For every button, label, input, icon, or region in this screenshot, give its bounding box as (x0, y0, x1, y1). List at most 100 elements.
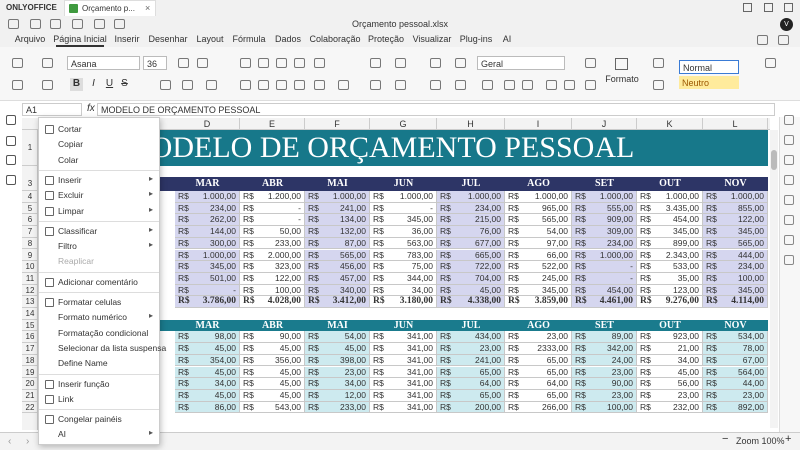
menu-item[interactable]: Filtro ▸ (39, 239, 159, 254)
cell[interactable]: R$ 345,00 (505, 284, 572, 297)
menu-item[interactable]: AI ▸ (39, 427, 159, 442)
toolbar-icon[interactable] (585, 80, 596, 90)
cell[interactable]: R$ 309,00 (572, 226, 637, 238)
cell[interactable]: R$ 234,00 (175, 202, 240, 215)
column-header[interactable]: J (572, 118, 637, 130)
menu-item[interactable]: Copiar (39, 137, 159, 152)
menu-tab[interactable]: Dados (274, 34, 301, 44)
toolbar-icon[interactable] (12, 58, 23, 68)
cell[interactable]: R$ 76,00 (437, 226, 505, 238)
row-header[interactable]: 8 (22, 238, 38, 250)
toolbar-icon[interactable] (757, 35, 768, 45)
scroll-thumb[interactable] (771, 150, 777, 170)
cell[interactable]: R$ 3.435,00 (637, 202, 703, 215)
cell[interactable]: R$ 34,00 (637, 354, 703, 367)
cell[interactable]: R$ 454,00 (572, 284, 637, 297)
font-size[interactable]: 36 (143, 56, 167, 70)
cell[interactable]: R$ 565,00 (505, 214, 572, 227)
column-header[interactable]: H (437, 118, 505, 130)
toolbar-icon[interactable] (370, 58, 381, 68)
cell[interactable]: R$ 341,00 (370, 378, 437, 390)
menu-item[interactable]: Excluir ▸ (39, 188, 159, 203)
cell[interactable]: R$ 341,00 (370, 354, 437, 367)
cell[interactable]: R$ 1.000,00 (305, 191, 370, 203)
cell[interactable]: R$ - (572, 261, 637, 273)
cell[interactable]: R$ 454,00 (637, 214, 703, 227)
cell[interactable]: R$ 533,00 (637, 261, 703, 273)
toolbar-icon[interactable] (94, 19, 105, 29)
row-header[interactable]: 11 (22, 273, 38, 285)
cell[interactable]: R$ 1.000,00 (703, 191, 768, 203)
toolbar-icon[interactable] (72, 19, 83, 29)
cell[interactable]: R$ 200,00 (437, 401, 505, 414)
cell[interactable]: R$ 3.180,00 (370, 296, 437, 308)
cell[interactable]: R$ 1.000,00 (437, 191, 505, 203)
window-control[interactable] (784, 3, 793, 12)
cell[interactable]: R$ 3.412,00 (305, 296, 370, 308)
row-header[interactable]: 20 (22, 378, 38, 390)
cell[interactable]: R$ - (175, 284, 240, 297)
cell[interactable]: R$ 23,00 (637, 389, 703, 402)
cell[interactable]: R$ 50,00 (240, 226, 305, 238)
cell[interactable]: R$ 555,00 (572, 202, 637, 215)
cell[interactable]: R$ 344,00 (370, 272, 437, 285)
toolbar-icon[interactable] (564, 80, 575, 90)
cell[interactable]: R$ 899,00 (637, 237, 703, 250)
cell[interactable]: R$ 232,00 (637, 401, 703, 414)
style-normal[interactable]: Normal (679, 60, 739, 74)
cell[interactable]: R$ 341,00 (370, 401, 437, 414)
toolbar-icon[interactable] (778, 35, 789, 45)
cell[interactable]: R$ 45,00 (437, 284, 505, 297)
cell[interactable]: R$ 45,00 (637, 366, 703, 379)
toolbar-icon[interactable] (276, 58, 287, 68)
sidebar-icon[interactable] (784, 215, 794, 225)
cell[interactable]: R$ 132,00 (305, 226, 370, 238)
toolbar-icon[interactable] (206, 80, 217, 90)
menu-item[interactable]: Colar (39, 153, 159, 168)
cell[interactable]: R$ 45,00 (240, 343, 305, 355)
toolbar-icon[interactable] (276, 80, 287, 90)
cell[interactable]: R$ 45,00 (175, 389, 240, 402)
row-header[interactable]: 1 (22, 130, 38, 166)
row-header[interactable]: 18 (22, 355, 38, 367)
toolbar-icon[interactable] (430, 80, 441, 90)
cell[interactable]: R$ 234,00 (572, 237, 637, 250)
toolbar-icon[interactable] (160, 80, 171, 90)
cell[interactable]: R$ 341,00 (370, 366, 437, 379)
cell[interactable]: R$ 100,00 (703, 272, 768, 285)
menu-item[interactable]: Classificar ▸ (39, 224, 159, 239)
cell[interactable]: R$ 67,00 (703, 354, 768, 367)
cell[interactable]: R$ 78,00 (703, 343, 768, 355)
cell[interactable]: R$ 89,00 (572, 331, 637, 344)
cell[interactable]: R$ 3.786,00 (175, 296, 240, 308)
cell[interactable]: R$ 2333,00 (505, 343, 572, 355)
cell[interactable]: R$ 4.338,00 (437, 296, 505, 308)
cell[interactable]: R$ 75,00 (370, 261, 437, 273)
cell[interactable]: R$ 300,00 (175, 237, 240, 250)
toolbar-icon[interactable] (178, 58, 189, 68)
toolbar-icon[interactable] (395, 58, 406, 68)
row-header[interactable]: 7 (22, 226, 38, 238)
zoom-in[interactable]: + (785, 433, 792, 445)
cell[interactable]: R$ 45,00 (305, 343, 370, 355)
cell[interactable]: R$ 2.343,00 (637, 249, 703, 262)
cell[interactable]: R$ 665,00 (437, 249, 505, 262)
column-header[interactable]: I (505, 118, 572, 130)
cell[interactable]: R$ 1.000,00 (370, 191, 437, 203)
menu-item[interactable]: Inserir função (39, 377, 159, 392)
cell[interactable]: R$ 345,00 (703, 284, 768, 297)
menu-item[interactable]: Adicionar comentário (39, 275, 159, 290)
column-header[interactable]: K (637, 118, 703, 130)
menu-item[interactable]: Formatar celulas (39, 295, 159, 310)
cell[interactable]: R$ 98,00 (175, 331, 240, 344)
row-header[interactable]: 15 (22, 320, 38, 332)
sidebar-icon[interactable] (784, 135, 794, 145)
cell[interactable]: R$ 87,00 (305, 237, 370, 250)
cell[interactable]: R$ 9.276,00 (637, 296, 703, 308)
menu-tab[interactable]: AI (502, 34, 512, 44)
toolbar-icon[interactable] (114, 19, 125, 29)
cell[interactable]: R$ 34,00 (305, 378, 370, 390)
style-neutral[interactable]: Neutro (679, 76, 739, 89)
toolbar-icon[interactable] (314, 58, 325, 68)
menu-tab[interactable]: Desenhar (148, 34, 188, 44)
